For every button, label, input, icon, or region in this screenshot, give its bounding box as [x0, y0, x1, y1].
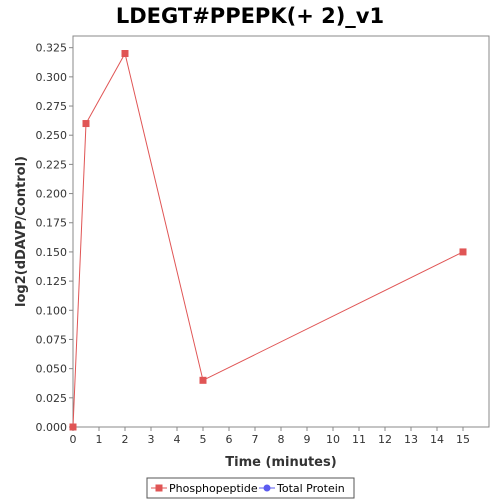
data-point: [69, 423, 77, 431]
x-tick-label: 6: [226, 433, 233, 446]
x-tick-label: 7: [252, 433, 259, 446]
y-tick-label: 0.100: [36, 304, 68, 317]
x-tick-label: 12: [378, 433, 392, 446]
x-tick-label: 0: [70, 433, 77, 446]
plot-area: [72, 35, 490, 428]
x-tick-label: 11: [352, 433, 366, 446]
y-tick-label: 0.325: [36, 42, 68, 55]
x-axis: 0 1 2 3 4 5 6 7 8 9 10 11 12 13 14 15: [70, 427, 470, 446]
x-tick-label: 9: [304, 433, 311, 446]
y-axis: 0.000 0.025 0.050 0.075 0.100 0.125 0.150 0.175…: [36, 42, 73, 434]
legend-label: Total Protein: [276, 482, 345, 495]
y-tick-label: 0.200: [36, 188, 68, 201]
legend-swatch-marker: [263, 484, 271, 492]
data-point: [199, 376, 207, 384]
y-tick-label: 0.150: [36, 246, 68, 259]
legend-box: [146, 477, 355, 499]
y-tick-label: 0.125: [36, 275, 68, 288]
x-tick-label: 14: [430, 433, 444, 446]
x-tick-label: 3: [148, 433, 155, 446]
y-tick-label: 0.275: [36, 100, 68, 113]
x-tick-label: 1: [96, 433, 103, 446]
x-tick-label: 15: [456, 433, 470, 446]
x-tick-label: 10: [326, 433, 340, 446]
legend-label: Phosphopeptide: [169, 482, 258, 495]
y-tick-label: 0.075: [36, 333, 68, 346]
x-tick-label: 4: [174, 433, 181, 446]
x-tick-label: 13: [404, 433, 418, 446]
legend-swatch-marker: [155, 484, 163, 492]
y-tick-label: 0.250: [36, 129, 68, 142]
legend: Phosphopeptide Total Protein: [146, 477, 355, 499]
y-tick-label: 0.225: [36, 158, 68, 171]
data-point: [82, 120, 90, 128]
y-tick-label: 0.175: [36, 217, 68, 230]
data-point: [459, 248, 467, 256]
data-point: [121, 50, 129, 58]
x-tick-label: 5: [200, 433, 207, 446]
chart-title: LDEGT#PPEPK(+ 2)_v1: [116, 4, 384, 28]
y-tick-label: 0.050: [36, 363, 68, 376]
y-tick-label: 0.300: [36, 71, 68, 84]
x-tick-label: 2: [122, 433, 129, 446]
x-tick-label: 8: [278, 433, 285, 446]
y-tick-label: 0.025: [36, 392, 68, 405]
y-axis-title: log2(dDAVP/Control): [14, 156, 29, 307]
series-layer: [69, 50, 467, 431]
x-axis-title: Time (minutes): [225, 455, 336, 470]
y-tick-label: 0.000: [36, 421, 68, 434]
